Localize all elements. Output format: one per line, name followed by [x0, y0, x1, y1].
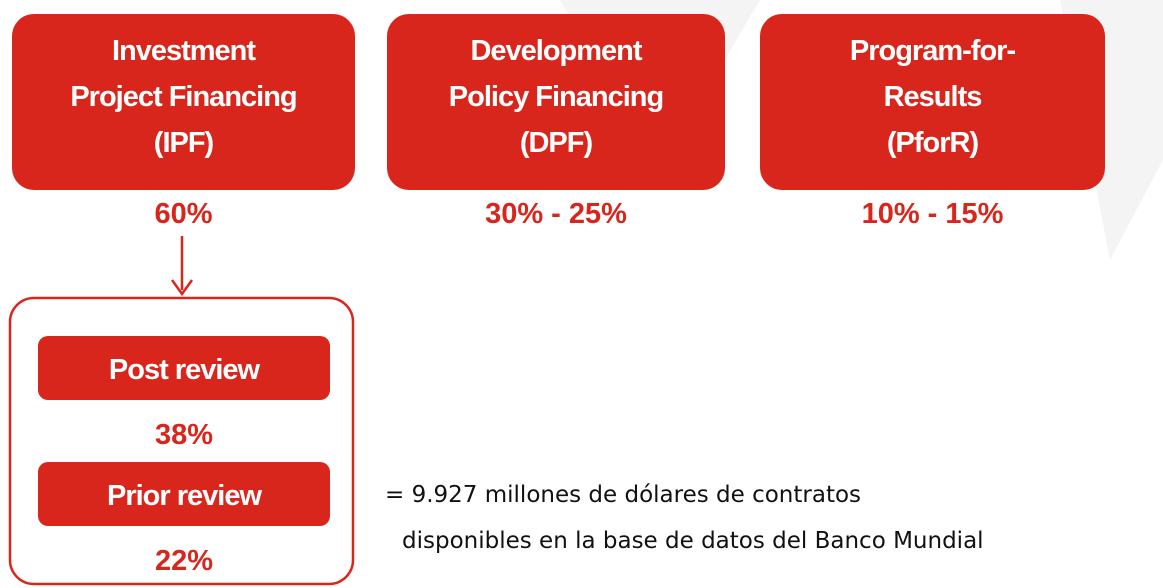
review-box	[38, 336, 330, 400]
financing-box	[12, 14, 355, 190]
financing-title: (PforR)	[887, 127, 979, 159]
financing-box	[760, 14, 1105, 190]
financing-title: Results	[884, 81, 982, 113]
review-share: 38%	[155, 419, 213, 451]
review-label: Post review	[109, 354, 261, 386]
financing-share: 30% - 25%	[485, 198, 627, 230]
review-box	[38, 462, 330, 526]
financing-box	[387, 14, 725, 190]
financing-title: Program-for-	[850, 35, 1016, 67]
financing-title: Project Financing	[70, 81, 296, 113]
breakdown-frame	[8, 296, 355, 586]
financing-share: 60%	[154, 198, 212, 230]
financing-title: Investment	[112, 35, 256, 67]
financing-share: 10% - 15%	[862, 198, 1004, 230]
review-label: Prior review	[107, 480, 262, 512]
financing-title: (DPF)	[520, 127, 593, 159]
arrow-head	[170, 279, 194, 297]
review-share: 22%	[155, 545, 213, 577]
financing-title: (IPF)	[154, 127, 214, 159]
financing-title: Policy Financing	[449, 81, 663, 113]
note: = 9.927 millones de dólares de contratos	[385, 482, 861, 508]
financing-title: Development	[470, 35, 642, 67]
note: disponibles en la base de datos del Banc…	[402, 528, 984, 554]
